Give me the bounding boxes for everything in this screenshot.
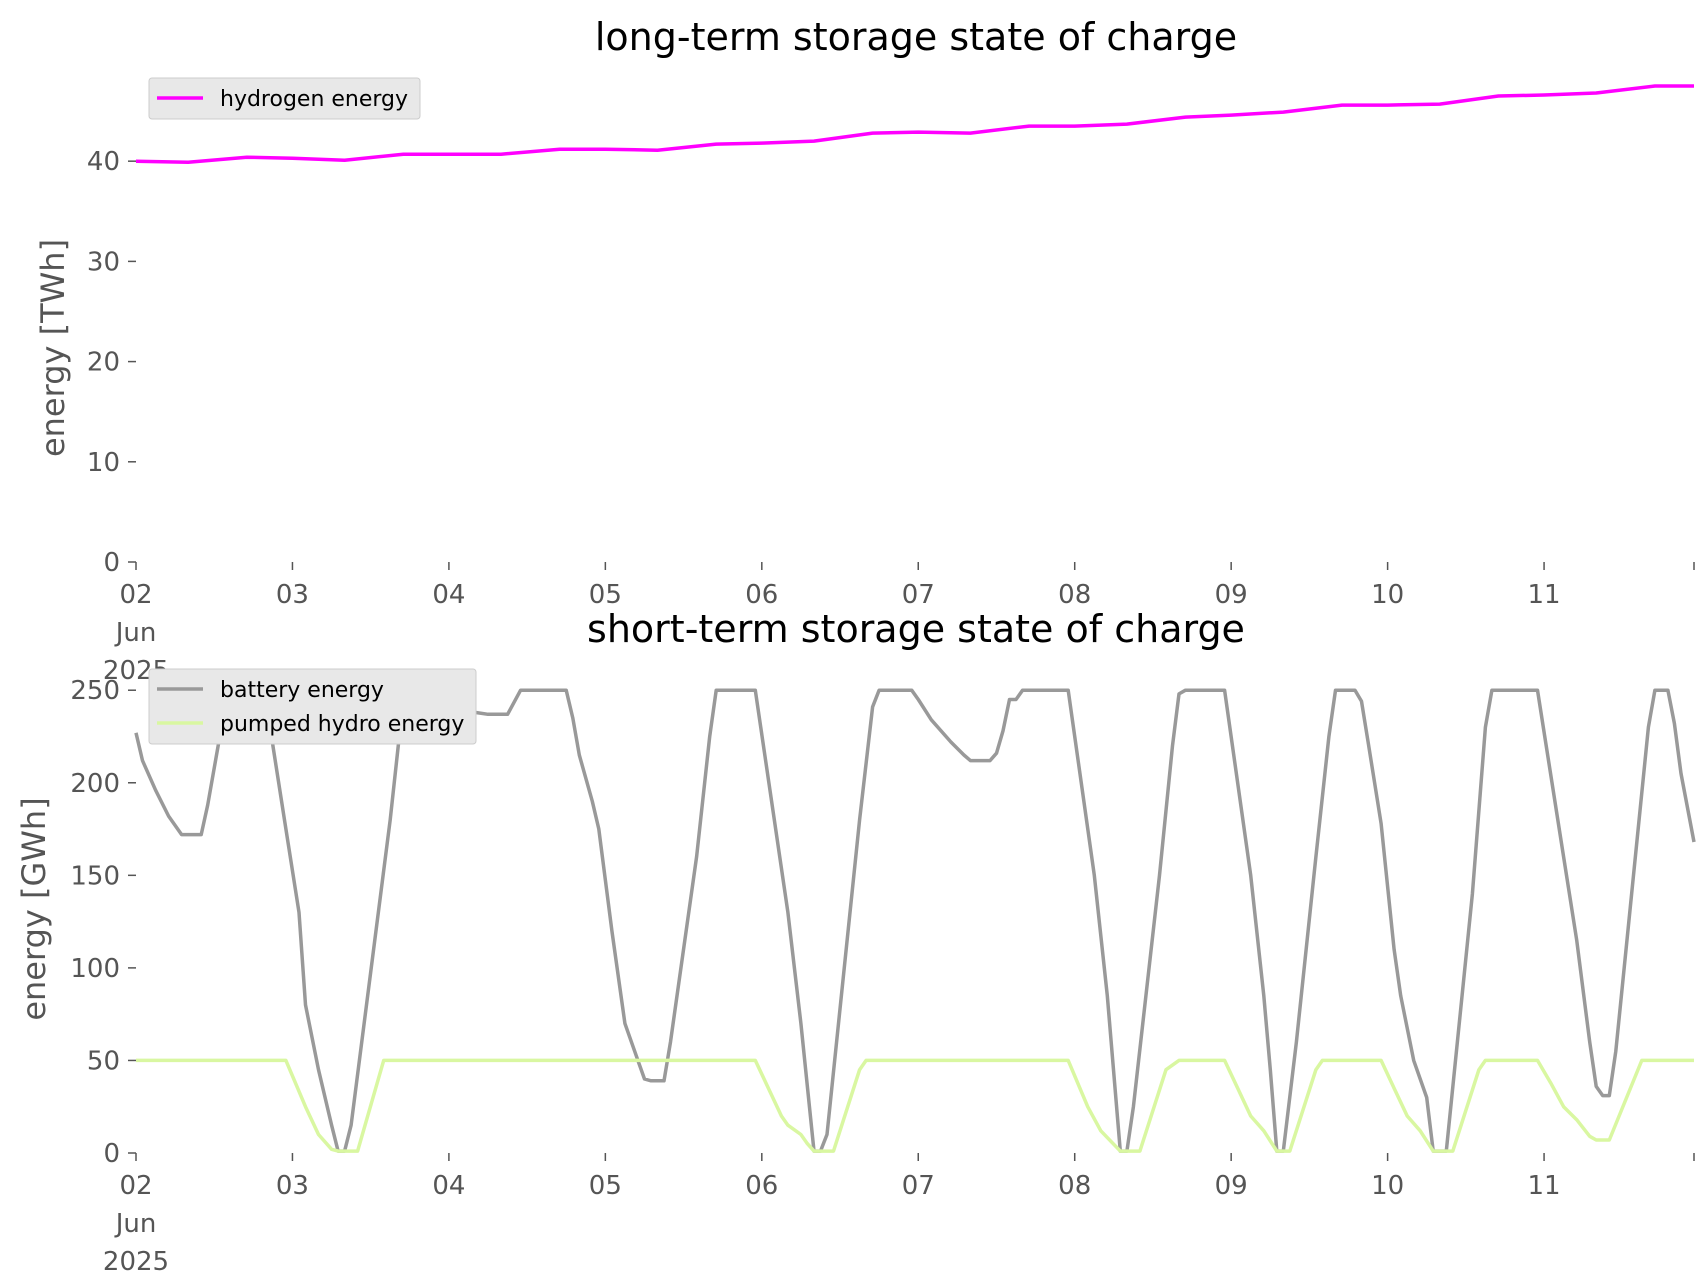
- x-tick-label: 02: [119, 580, 152, 610]
- series-line-pumped-hydro-energy: [136, 1058, 1694, 1153]
- panel-1-title: long-term storage state of charge: [595, 15, 1237, 59]
- series-line-hydrogen-energy: [135, 84, 1694, 164]
- legend-box: [148, 668, 477, 745]
- panel-2-axes: 0 50 100 150 200 250 02 Jun 2025 03 04 05 06 07 08 09 10…: [70, 676, 1695, 1277]
- panel-2-plot-area: [134, 688, 1696, 1153]
- panel-1-legend: hydrogen energy: [148, 77, 421, 120]
- x-tick-label: 10: [1371, 1171, 1404, 1201]
- y-tick-label: 20: [87, 348, 120, 378]
- y-tick-label: 30: [87, 247, 120, 277]
- panel-1-ylabel: energy [TWh]: [34, 239, 72, 457]
- x-tick-label: 09: [1215, 580, 1248, 610]
- x-tick-label: 05: [589, 1171, 622, 1201]
- legend-label-pumped-hydro: pumped hydro energy: [220, 712, 464, 737]
- y-tick-label: 0: [103, 548, 120, 578]
- y-tick-label: 250: [70, 676, 120, 706]
- panel-1-plot-area: [135, 84, 1694, 164]
- legend-box: [148, 77, 421, 120]
- x-tick-label: 03: [276, 1171, 309, 1201]
- x-tick-label: 11: [1528, 1171, 1561, 1201]
- y-tick-label: 150: [70, 861, 120, 891]
- panel-short-term: short-term storage state of charge energ…: [15, 607, 1696, 1277]
- x-tick-label: 07: [902, 1171, 935, 1201]
- x-tick-label: 04: [432, 1171, 465, 1201]
- x-tick-label: 2025: [103, 1247, 169, 1277]
- x-tick-label: 10: [1371, 580, 1404, 610]
- y-tick-label: 100: [70, 954, 120, 984]
- x-tick-label: 05: [589, 580, 622, 610]
- x-tick-label: 02: [119, 1171, 152, 1201]
- y-tick-label: 10: [87, 448, 120, 478]
- x-tick-label: 07: [902, 580, 935, 610]
- x-tick-label: 11: [1528, 580, 1561, 610]
- y-tick-label: 40: [87, 147, 120, 177]
- series-line-battery-energy: [134, 688, 1696, 1153]
- y-tick-label: 200: [70, 769, 120, 799]
- y-tick-label: 0: [103, 1139, 120, 1169]
- x-tick-label: 09: [1215, 1171, 1248, 1201]
- x-tick-label: Jun: [114, 618, 157, 648]
- x-tick-label: 03: [276, 580, 309, 610]
- panel-long-term: long-term storage state of charge energy…: [34, 15, 1695, 686]
- x-tick-label: 04: [432, 580, 465, 610]
- panel-2-ylabel: energy [GWh]: [15, 797, 53, 1020]
- legend-label-hydrogen: hydrogen energy: [220, 87, 408, 112]
- y-tick-label: 50: [87, 1046, 120, 1076]
- x-tick-label: 08: [1058, 1171, 1091, 1201]
- panel-2-title: short-term storage state of charge: [587, 607, 1245, 651]
- x-tick-label: 06: [745, 580, 778, 610]
- legend-label-battery: battery energy: [220, 678, 384, 703]
- x-tick-label: 06: [745, 1171, 778, 1201]
- x-tick-label: Jun: [114, 1209, 157, 1239]
- panel-2-legend: battery energy pumped hydro energy: [148, 668, 477, 745]
- x-tick-label: 08: [1058, 580, 1091, 610]
